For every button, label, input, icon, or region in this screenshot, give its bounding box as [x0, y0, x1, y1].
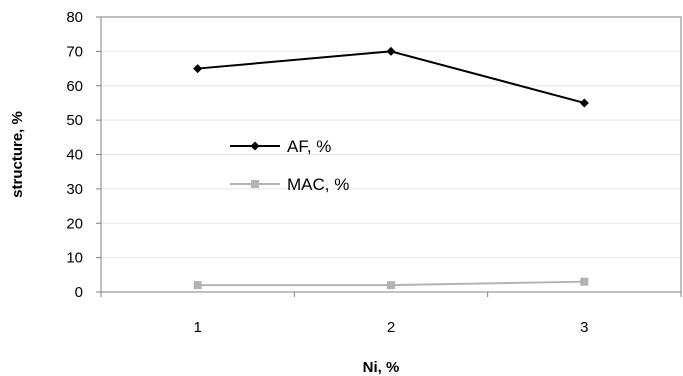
y-tick-label: 30	[66, 181, 83, 198]
legend-marker	[250, 141, 260, 151]
data-point	[386, 46, 396, 56]
data-point	[193, 281, 202, 290]
legend-marker	[251, 180, 259, 188]
data-point	[387, 281, 395, 290]
legend-item: AF, %	[230, 137, 331, 156]
y-tick-label: 0	[75, 284, 83, 301]
gridlines	[101, 16, 681, 259]
y-tick-label: 10	[66, 250, 83, 267]
x-tick-label: 2	[387, 319, 395, 336]
data-point	[580, 277, 589, 286]
data-point	[579, 98, 589, 108]
x-axis-ticks: 1 2 3	[100, 292, 682, 336]
series-1	[193, 46, 589, 108]
y-tick-label: 80	[66, 9, 83, 26]
x-tick-label: 1	[193, 319, 201, 336]
data-point	[193, 64, 203, 74]
y-tick-label: 20	[66, 215, 83, 232]
series-group	[193, 46, 589, 290]
legend-label: AF, %	[287, 137, 331, 156]
legend: AF, % MAC, %	[230, 137, 349, 194]
series-2	[193, 277, 589, 290]
x-tick-label: 3	[580, 319, 588, 336]
y-tick-label: 60	[66, 78, 83, 95]
y-tick-label: 50	[66, 112, 83, 129]
y-tick-label: 70	[66, 43, 83, 60]
legend-label: MAC, %	[287, 175, 349, 194]
legend-item: MAC, %	[230, 175, 349, 194]
x-axis-title: Ni, %	[363, 359, 400, 376]
series-line	[197, 50, 585, 104]
y-tick-label: 40	[66, 147, 83, 164]
y-axis-ticks: 0 10 20 30 40 50 60 70 80	[66, 9, 101, 301]
y-axis-title: structure, %	[9, 111, 26, 198]
plot-area	[100, 16, 682, 293]
